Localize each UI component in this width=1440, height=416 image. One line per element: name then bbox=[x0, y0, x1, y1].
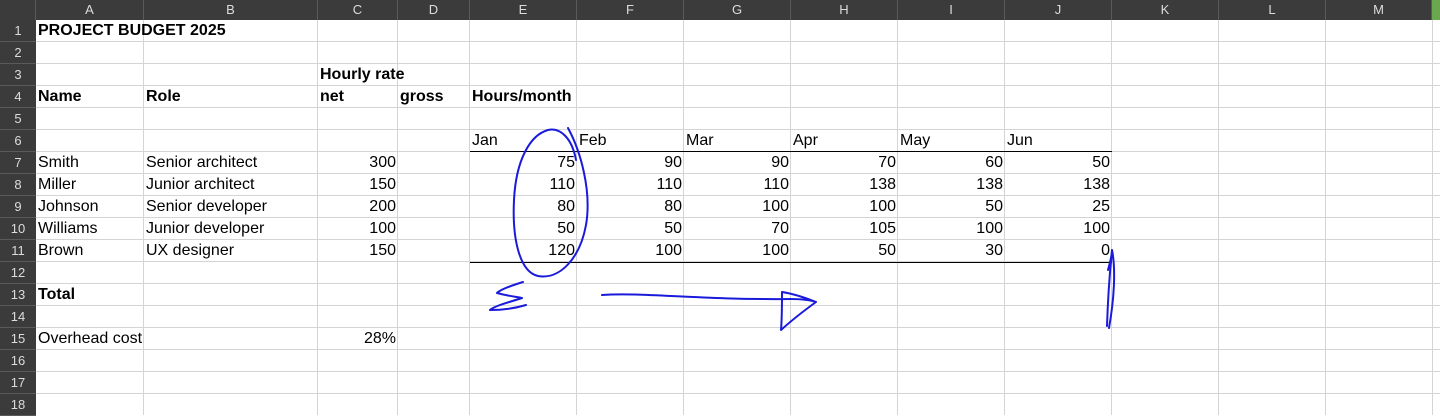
cell-rate[interactable]: 150 bbox=[369, 242, 396, 259]
cell-hours[interactable]: 80 bbox=[664, 198, 682, 215]
column-header-f[interactable]: F bbox=[577, 0, 684, 20]
cell-a4-name[interactable]: Name bbox=[38, 88, 82, 105]
cell-hours[interactable]: 105 bbox=[869, 220, 896, 237]
cell-hours[interactable]: 50 bbox=[878, 242, 896, 259]
cell-c3-hourly-rate[interactable]: Hourly rate bbox=[320, 66, 405, 83]
row-header-15[interactable]: 15 bbox=[0, 328, 36, 350]
cell-hours[interactable]: 110 bbox=[656, 176, 682, 193]
row-header-14[interactable]: 14 bbox=[0, 306, 36, 328]
row-header-17[interactable]: 17 bbox=[0, 372, 36, 394]
column-header-c[interactable]: C bbox=[318, 0, 398, 20]
cell-hours[interactable]: 110 bbox=[763, 176, 789, 193]
cell-hours[interactable]: 100 bbox=[762, 198, 789, 215]
row-header-13[interactable]: 13 bbox=[0, 284, 36, 306]
cell-name[interactable]: Williams bbox=[38, 220, 98, 237]
column-header-h[interactable]: H bbox=[791, 0, 898, 20]
cell-hours[interactable]: 70 bbox=[878, 154, 896, 171]
cell-name[interactable]: Miller bbox=[38, 176, 77, 193]
column-header-i[interactable]: I bbox=[898, 0, 1005, 20]
cell-hours[interactable]: 75 bbox=[557, 154, 575, 171]
cell-name[interactable]: Brown bbox=[38, 242, 84, 259]
column-header-d[interactable]: D bbox=[398, 0, 470, 20]
cell-c15-overhead-value[interactable]: 28% bbox=[363, 330, 396, 347]
cell-b4-role[interactable]: Role bbox=[146, 88, 181, 105]
cell-hours[interactable]: 50 bbox=[557, 220, 575, 237]
row-header-4[interactable]: 4 bbox=[0, 86, 36, 108]
cell-d4-gross[interactable]: gross bbox=[400, 88, 444, 105]
column-header-l[interactable]: L bbox=[1219, 0, 1326, 20]
cell-hours[interactable]: 50 bbox=[1092, 154, 1110, 171]
cell-hours[interactable]: 0 bbox=[1101, 242, 1110, 259]
row-header-2[interactable]: 2 bbox=[0, 42, 36, 64]
cell-role[interactable]: UX designer bbox=[146, 242, 235, 259]
column-header-j[interactable]: J bbox=[1005, 0, 1112, 20]
cell-i6-month[interactable]: May bbox=[900, 132, 931, 149]
row-header-10[interactable]: 10 bbox=[0, 218, 36, 240]
row-header-12[interactable]: 12 bbox=[0, 262, 36, 284]
cell-hours[interactable]: 110 bbox=[549, 176, 575, 193]
cell-e4-hours-month[interactable]: Hours/month bbox=[472, 88, 572, 105]
cell-hours[interactable]: 100 bbox=[655, 242, 682, 259]
cell-e6-month[interactable]: Jan bbox=[472, 132, 498, 149]
row-header-8[interactable]: 8 bbox=[0, 174, 36, 196]
cell-f6-month[interactable]: Feb bbox=[579, 132, 607, 149]
cell-hours[interactable]: 138 bbox=[869, 176, 896, 193]
cell-j6-month[interactable]: Jun bbox=[1007, 132, 1033, 149]
cell-hours[interactable]: 100 bbox=[1083, 220, 1110, 237]
cell-name[interactable]: Smith bbox=[38, 154, 79, 171]
cell-hours[interactable]: 138 bbox=[1083, 176, 1110, 193]
cell-h6-month[interactable]: Apr bbox=[793, 132, 818, 149]
column-header-k[interactable]: K bbox=[1112, 0, 1219, 20]
cell-a1-title[interactable]: PROJECT BUDGET 2025 bbox=[38, 22, 226, 39]
cell-hours[interactable]: 138 bbox=[976, 176, 1003, 193]
cell-hours[interactable]: 100 bbox=[869, 198, 896, 215]
cell-g6-month[interactable]: Mar bbox=[686, 132, 714, 149]
cell-role[interactable]: Junior developer bbox=[146, 220, 265, 237]
cell-c4-net[interactable]: net bbox=[320, 88, 344, 105]
row-header-7[interactable]: 7 bbox=[0, 152, 36, 174]
row-header-3[interactable]: 3 bbox=[0, 64, 36, 86]
cell-role[interactable]: Junior architect bbox=[146, 176, 255, 193]
cell-name[interactable]: Johnson bbox=[38, 198, 99, 215]
cell-hours[interactable]: 100 bbox=[762, 242, 789, 259]
row-header-9[interactable]: 9 bbox=[0, 196, 36, 218]
cell-hours[interactable]: 25 bbox=[1092, 198, 1110, 215]
column-header-a[interactable]: A bbox=[36, 0, 144, 20]
cell-rate[interactable]: 150 bbox=[369, 176, 396, 193]
column-header-e[interactable]: E bbox=[470, 0, 577, 20]
cell-hours[interactable]: 90 bbox=[771, 154, 789, 171]
hours-top-border bbox=[470, 151, 1112, 152]
cell-hours[interactable]: 50 bbox=[664, 220, 682, 237]
cell-hours[interactable]: 70 bbox=[771, 220, 789, 237]
column-header-g[interactable]: G bbox=[684, 0, 791, 20]
cell-rate[interactable]: 300 bbox=[369, 154, 396, 171]
row-header-5[interactable]: 5 bbox=[0, 108, 36, 130]
row-header-6[interactable]: 6 bbox=[0, 130, 36, 152]
cell-hours[interactable]: 100 bbox=[976, 220, 1003, 237]
ink-arrow-right bbox=[601, 291, 817, 331]
hours-bottom-border bbox=[470, 262, 1112, 263]
cell-role[interactable]: Senior developer bbox=[146, 198, 267, 215]
row-header-11[interactable]: 11 bbox=[0, 240, 36, 262]
row-header-16[interactable]: 16 bbox=[0, 350, 36, 372]
cell-role[interactable]: Senior architect bbox=[146, 154, 258, 171]
cell-hours[interactable]: 60 bbox=[985, 154, 1003, 171]
cell-rate[interactable]: 100 bbox=[369, 220, 396, 237]
row-header-1[interactable]: 1 bbox=[0, 20, 36, 42]
cell-hours[interactable]: 120 bbox=[548, 242, 575, 259]
cell-hours[interactable]: 90 bbox=[664, 154, 682, 171]
select-all-corner[interactable] bbox=[0, 0, 36, 20]
cell-rate[interactable]: 200 bbox=[369, 198, 396, 215]
sheet-indicator bbox=[1432, 0, 1440, 20]
row-header-18[interactable]: 18 bbox=[0, 394, 36, 416]
column-header-b[interactable]: B bbox=[144, 0, 318, 20]
cell-hours[interactable]: 30 bbox=[985, 242, 1003, 259]
cell-hours[interactable]: 80 bbox=[557, 198, 575, 215]
cell-a13-total[interactable]: Total bbox=[38, 286, 76, 303]
cell-hours[interactable]: 50 bbox=[985, 198, 1003, 215]
cell-a15-overhead-label[interactable]: Overhead cost bbox=[38, 330, 143, 347]
column-header-m[interactable]: M bbox=[1326, 0, 1432, 20]
